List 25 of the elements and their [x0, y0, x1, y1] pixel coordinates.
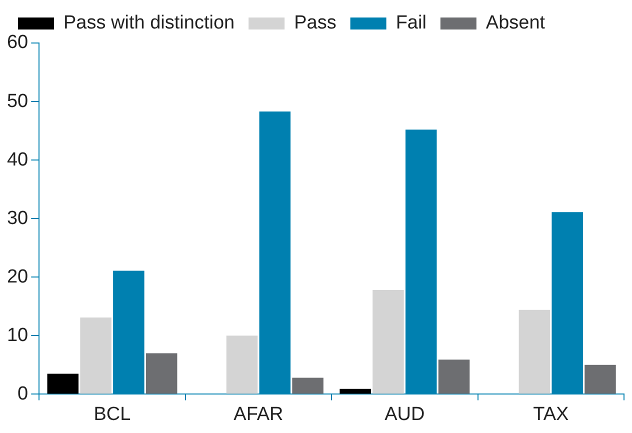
- legend-label: Absent: [486, 12, 546, 34]
- bar: [584, 364, 616, 394]
- bar: [292, 378, 324, 394]
- bar: [438, 360, 470, 394]
- bar: [146, 353, 178, 394]
- y-tick-label: 10: [6, 324, 28, 346]
- y-tick-label: 40: [6, 149, 28, 170]
- x-tick-label: AUD: [384, 404, 425, 425]
- bar: [80, 318, 112, 394]
- bar: [372, 290, 404, 394]
- legend-label: Pass with distinction: [64, 12, 235, 34]
- bar: [340, 388, 371, 394]
- y-tick-label: 50: [6, 90, 28, 112]
- y-tick-label: 30: [6, 208, 28, 229]
- legend-label: Fail: [396, 12, 426, 34]
- y-tick-label: 60: [6, 32, 28, 54]
- x-tick-label: AFAR: [234, 404, 284, 425]
- legend-label: Pass: [294, 12, 336, 34]
- x-tick-label: BCL: [94, 404, 131, 425]
- bar: [518, 310, 550, 394]
- x-tick-label: TAX: [533, 404, 569, 425]
- y-tick-label: 20: [6, 266, 28, 288]
- bar: [226, 336, 258, 394]
- bar: [47, 374, 79, 394]
- y-tick-label: 0: [18, 383, 28, 404]
